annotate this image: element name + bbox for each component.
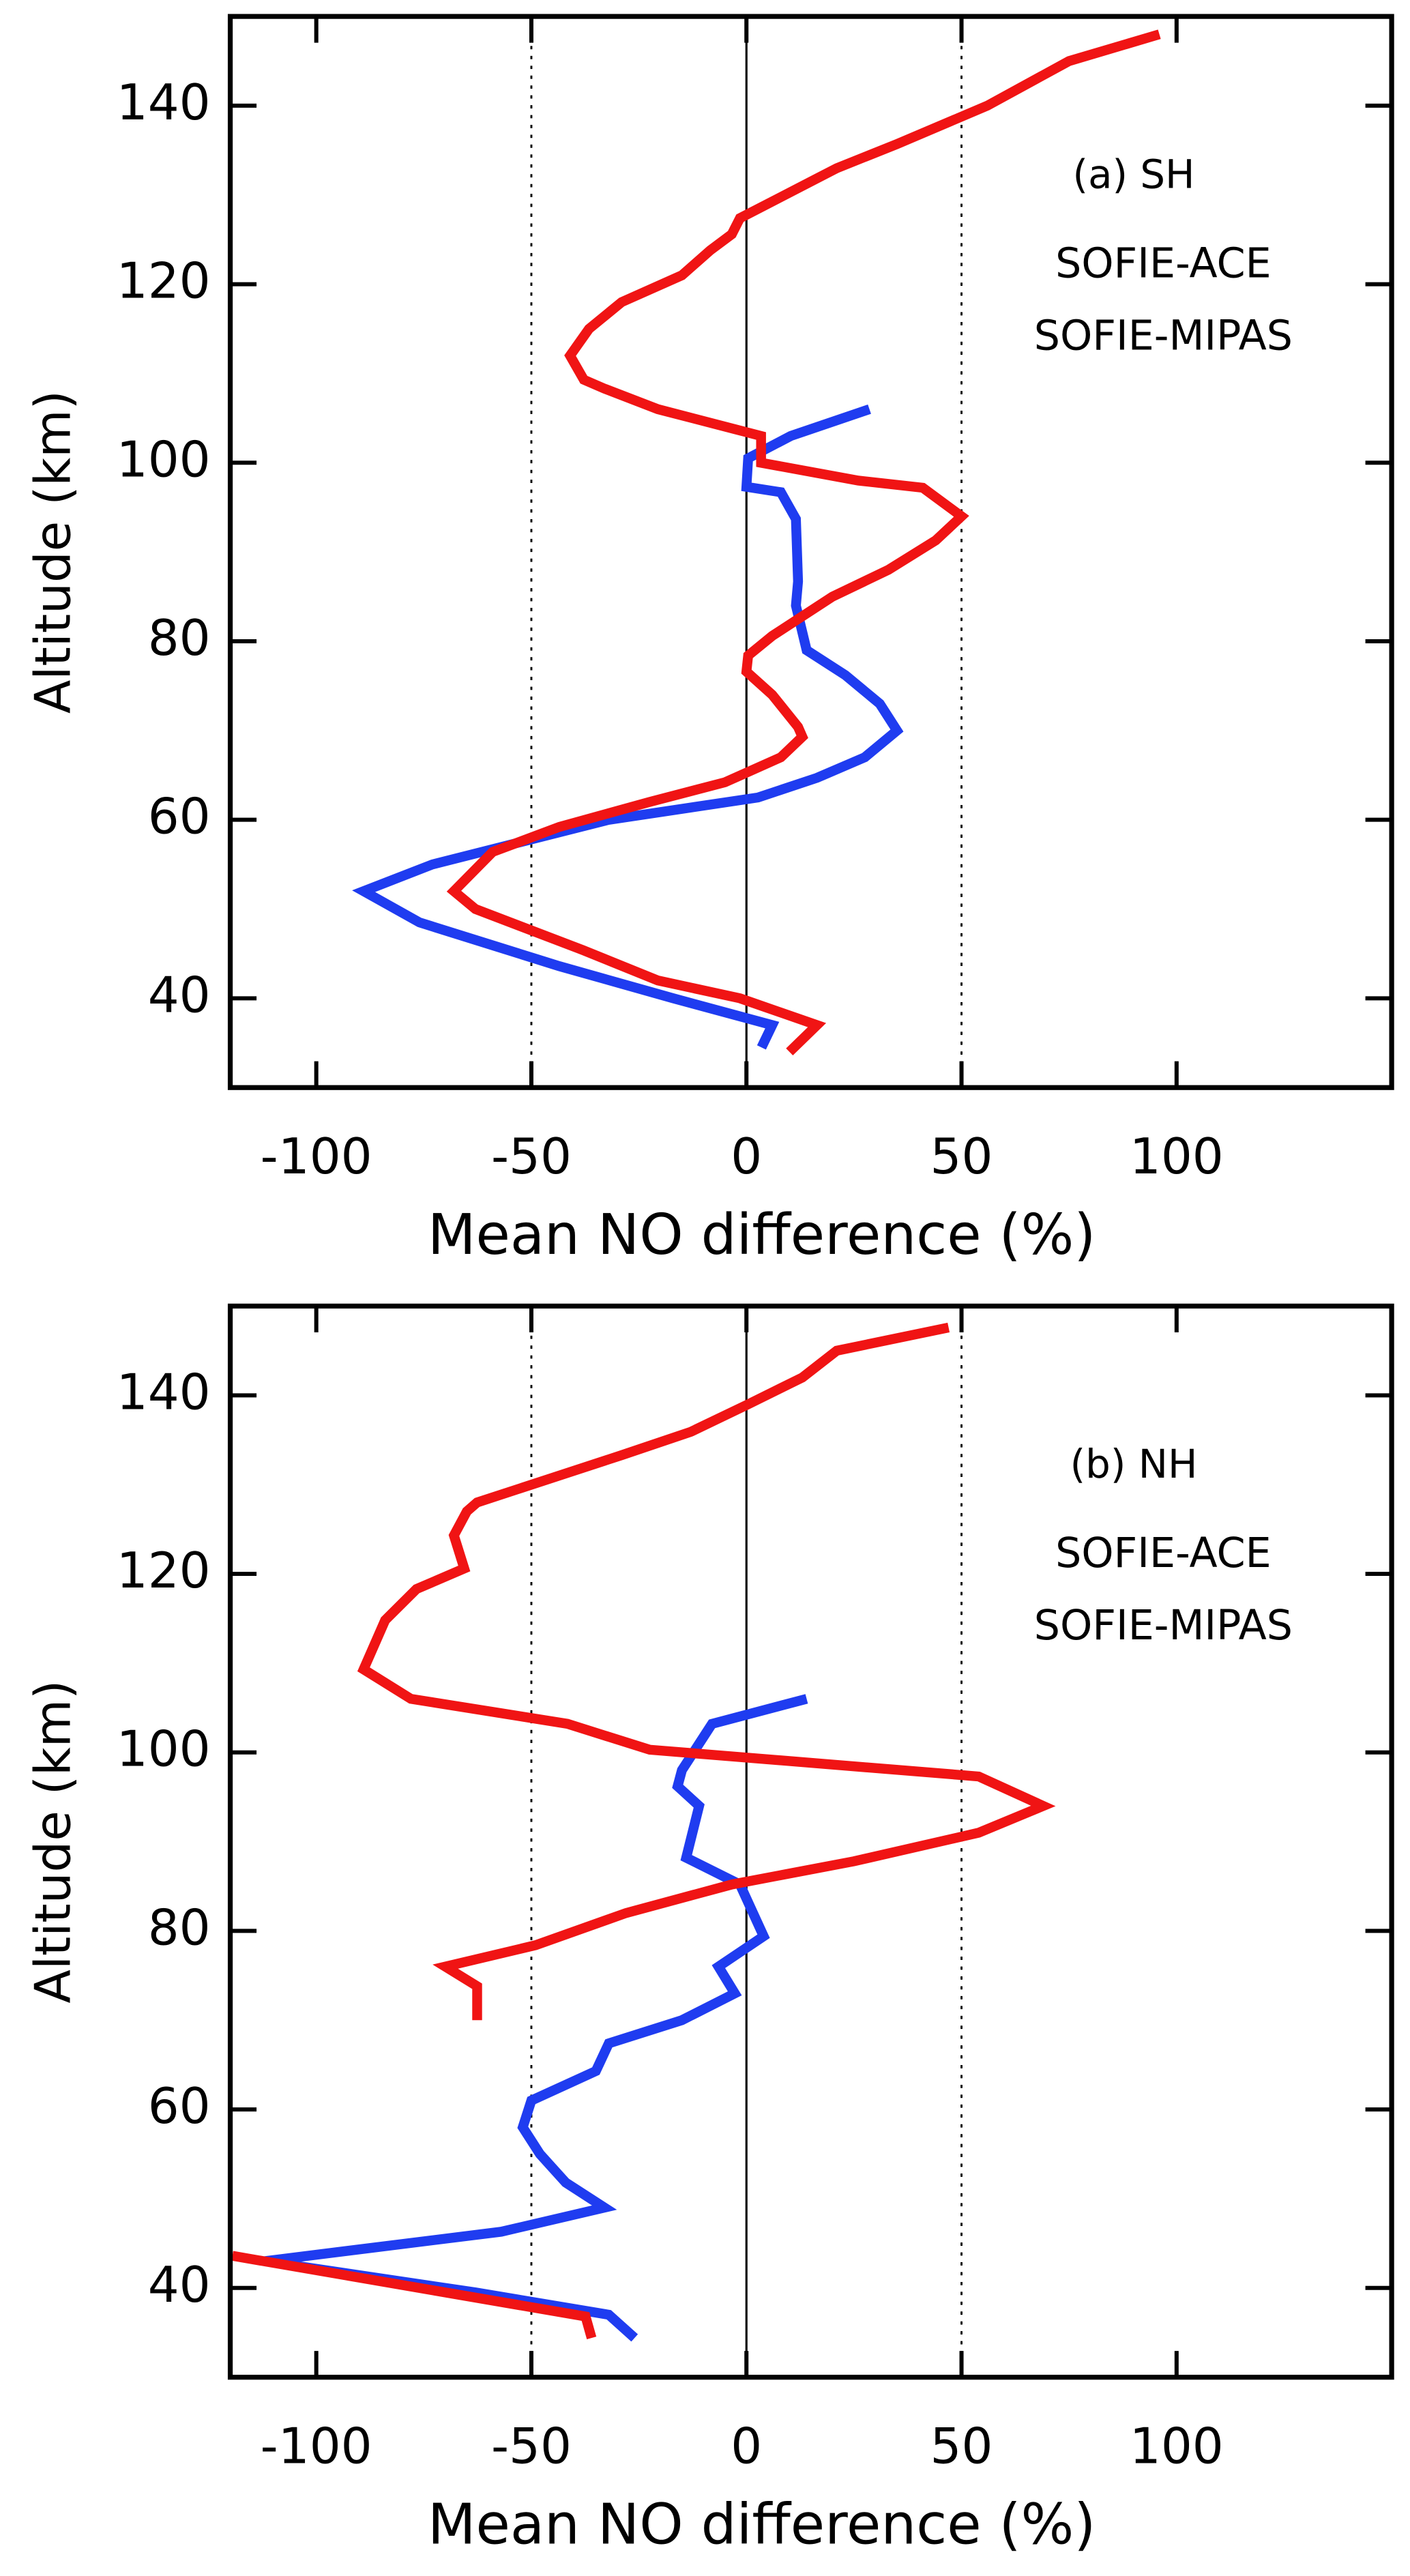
plot-frame [227,14,1394,1090]
series-line [446,29,1161,1056]
y-tick-label: 80 [148,610,211,667]
x-tick-label: 50 [930,2418,993,2476]
x-axis-label: Mean NO difference (%) [428,1203,1096,1268]
y-axis-label: Altitude (km) [25,390,82,714]
y-tick-label: 120 [117,253,211,310]
x-tick-label: -100 [261,2418,372,2476]
x-tick-label: 100 [1130,1128,1224,1186]
y-tick-label: 140 [117,1364,211,1421]
x-tick-label: 0 [731,1128,762,1186]
y-tick-label: 100 [117,1721,211,1779]
plot-frame [227,1303,1394,2380]
y-tick-label: 80 [148,1899,211,1957]
legend-entry: SOFIE-MIPAS [1034,312,1293,360]
y-tick-label: 60 [148,789,211,846]
x-tick-label: 0 [731,2418,762,2476]
y-tick-label: 140 [117,74,211,132]
y-tick-label: 60 [148,2078,211,2135]
legend-entry: SOFIE-ACE [1055,240,1272,288]
y-tick-label: 100 [117,431,211,488]
x-tick-label: -50 [491,1128,572,1186]
series-line [263,1694,808,2342]
x-tick-label: 100 [1130,2418,1224,2476]
y-axis-label: Altitude (km) [25,1680,82,2004]
x-tick-label: 50 [930,1128,993,1186]
panel-label: (b) NH [1070,1441,1198,1487]
legend-entry: SOFIE-ACE [1055,1530,1272,1577]
y-tick-label: 120 [117,1542,211,1600]
series-line [231,1322,1056,2339]
panel-label: (a) SH [1073,151,1195,198]
y-tick-label: 40 [148,967,211,1024]
legend-entry: SOFIE-MIPAS [1034,1602,1293,1650]
x-axis-label: Mean NO difference (%) [428,2493,1096,2558]
x-tick-label: -50 [491,2418,572,2476]
series-line [352,404,904,1050]
x-tick-label: -100 [261,1128,372,1186]
y-tick-label: 40 [148,2257,211,2314]
